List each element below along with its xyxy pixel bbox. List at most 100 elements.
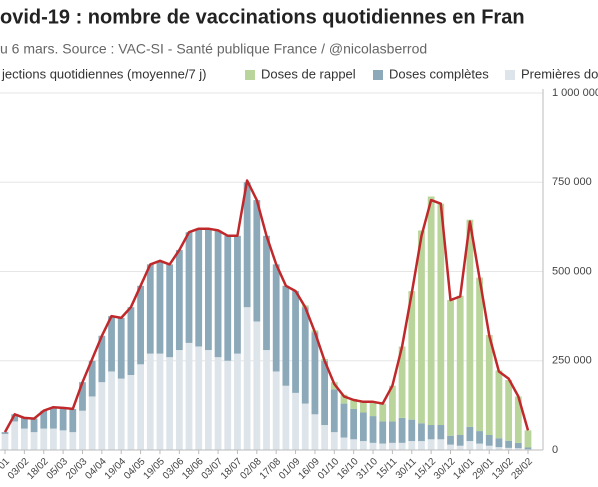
bar-segment	[427, 196, 435, 426]
bar-segment	[11, 414, 19, 422]
bar-segment	[282, 385, 290, 450]
bar-segment	[1, 433, 9, 450]
legend-swatch	[245, 70, 255, 80]
bar-segment	[69, 432, 77, 450]
bar-segment	[11, 421, 19, 450]
bar-segment	[389, 385, 396, 422]
bar-segment	[427, 439, 435, 450]
bar-segment	[456, 445, 464, 450]
bar-segment	[175, 350, 183, 450]
bar-segment	[437, 203, 445, 426]
bar-segment	[282, 285, 290, 386]
bar-segment	[234, 353, 241, 450]
bar-segment	[292, 291, 299, 393]
bar-segment	[350, 408, 358, 440]
bar-segment	[204, 350, 212, 450]
bar-segment	[350, 398, 358, 409]
bar-segment	[418, 230, 425, 424]
bar-segment	[476, 431, 483, 444]
bar-segment	[292, 392, 299, 450]
bar-segment	[340, 437, 348, 450]
bar-segment	[476, 443, 483, 450]
legend-label: jections quotidiennes (moyenne/7 j)	[1, 66, 207, 81]
bar-segment	[408, 291, 416, 420]
bar-segment	[485, 335, 493, 436]
bar-segment	[98, 335, 106, 383]
bar-segment	[30, 418, 38, 433]
bar-segment	[272, 371, 280, 450]
legend-label: Doses de rappel	[261, 66, 356, 81]
bar-segment	[50, 407, 57, 429]
bar-segment	[514, 396, 522, 443]
bar-segment	[30, 432, 38, 450]
bar-segment	[166, 357, 174, 450]
bar-segment	[495, 438, 503, 448]
chart-subtitle: u 6 mars. Source : VAC-SI - Santé publiq…	[0, 41, 427, 57]
bar-segment	[195, 346, 203, 450]
x-tick-label: 28/02	[510, 456, 536, 482]
bar-segment	[359, 441, 367, 450]
bar-segment	[369, 416, 377, 443]
bar-segment	[514, 442, 522, 449]
bar-segment	[253, 321, 261, 450]
bar-segment	[243, 307, 251, 450]
bar-segment	[495, 447, 503, 450]
y-tick-label: 1 000 000	[552, 87, 598, 99]
bar-segment	[505, 380, 513, 441]
bar-segment	[485, 445, 493, 450]
bar-segment	[369, 442, 377, 450]
bar-segment	[1, 432, 9, 434]
bar-segment	[379, 443, 387, 450]
bar-segment	[447, 300, 454, 436]
bar-segment	[50, 428, 57, 450]
bar-segment	[495, 370, 503, 439]
bar-segment	[311, 414, 319, 450]
bar-segment	[466, 426, 474, 442]
bar-segment	[253, 200, 261, 322]
bar-segment	[20, 417, 28, 429]
bar-segment	[466, 441, 474, 450]
legend-label: Doses complètes	[389, 66, 489, 81]
bar-segment	[398, 442, 406, 450]
bar-segment	[301, 307, 309, 404]
legend-swatch	[373, 70, 383, 80]
bar-segment	[505, 447, 513, 450]
y-tick-label: 500 000	[552, 265, 592, 277]
bar-segment	[127, 375, 135, 450]
bar-segment	[389, 442, 396, 450]
bar-segment	[175, 250, 183, 351]
bar-segment	[146, 264, 154, 354]
bar-segment	[524, 430, 532, 448]
bar-segment	[59, 407, 67, 431]
bar-segment	[272, 264, 280, 372]
bar-segment	[456, 435, 464, 446]
x-tick-label: 15/11	[374, 456, 399, 481]
bar-segment	[224, 360, 232, 450]
bar-segment	[359, 412, 367, 442]
bar-segment	[437, 425, 445, 440]
bar-segment	[330, 432, 338, 450]
bar-segment	[108, 316, 115, 372]
bar-segment	[321, 425, 329, 450]
bar-segment	[214, 230, 222, 358]
bar-segment	[20, 428, 28, 450]
bar-segment	[117, 378, 125, 450]
bar-segment	[447, 444, 454, 450]
bar-segment	[447, 435, 454, 445]
bar-segment	[185, 232, 193, 343]
bar-segment	[301, 403, 309, 450]
x-tick-label: 31/10	[355, 456, 381, 482]
bar-segment	[359, 401, 367, 413]
bar-segment	[408, 441, 416, 450]
y-tick-label: 750 000	[552, 176, 592, 188]
bar-segment	[214, 357, 222, 450]
bar-segment	[195, 228, 203, 347]
bar-segment	[127, 307, 135, 376]
bar-segment	[379, 421, 387, 444]
bar-segment	[398, 346, 406, 418]
bar-segment	[137, 364, 144, 450]
bar-segment	[369, 401, 377, 417]
bar-segment	[485, 435, 493, 446]
bar-segment	[156, 260, 164, 354]
